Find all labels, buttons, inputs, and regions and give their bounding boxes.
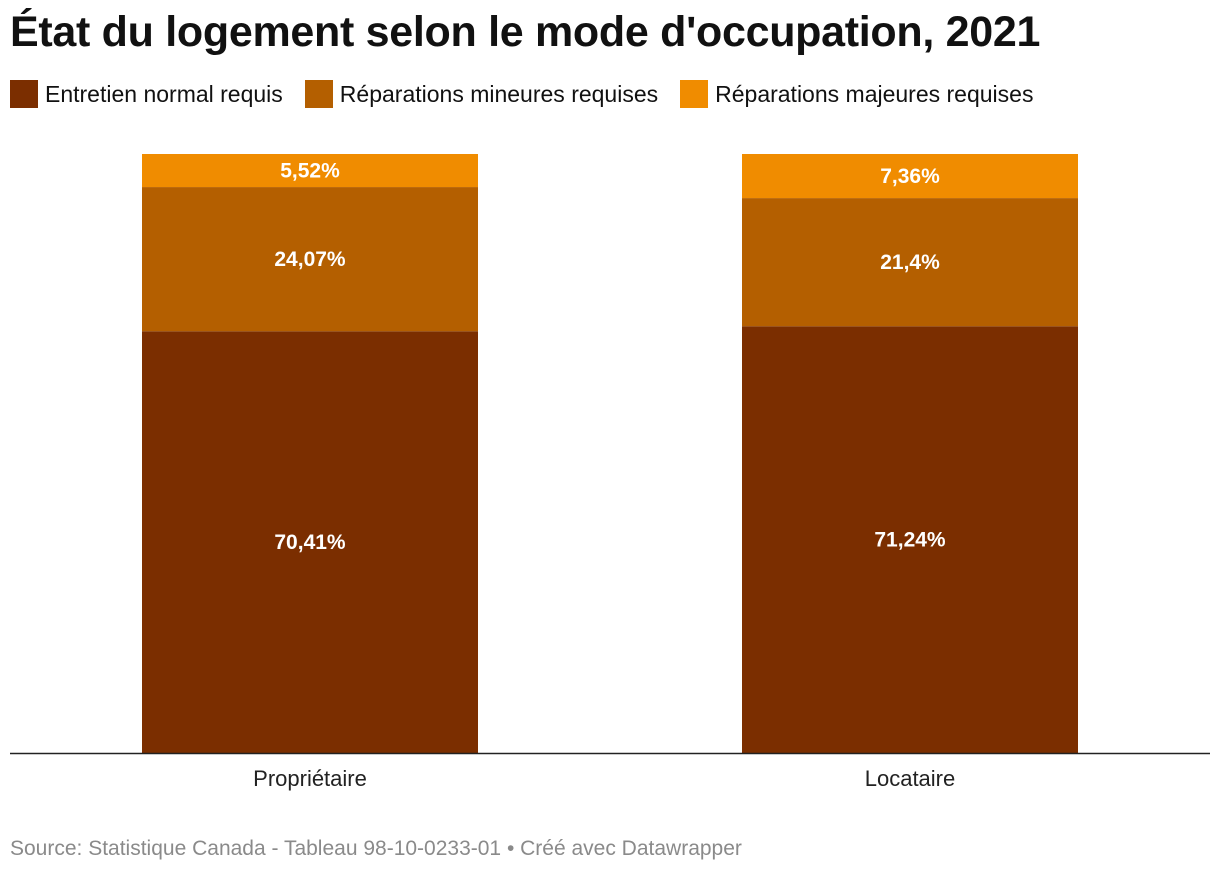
bar-segment-1-1	[742, 198, 1078, 327]
legend-label-entretien-normal: Entretien normal requis	[45, 80, 283, 107]
chart-title: État du logement selon le mode d'occupat…	[10, 8, 1041, 56]
bar-segment-1-0	[742, 326, 1078, 753]
data-label-1-2: 7,36%	[880, 165, 940, 188]
legend-item-entretien-normal: Entretien normal requis	[10, 80, 283, 108]
bar-segment-0-1	[142, 187, 478, 332]
legend-label-reparations-majeures: Réparations majeures requises	[715, 80, 1034, 107]
legend-label-reparations-mineures: Réparations mineures requises	[339, 80, 659, 107]
legend-swatch-entretien-normal	[10, 80, 38, 108]
bar-segment-0-2	[142, 154, 478, 188]
data-label-1-1: 21,4%	[880, 251, 940, 274]
data-label-0-2: 5,52%	[280, 160, 340, 183]
legend-swatch-reparations-mineures	[304, 80, 333, 108]
stacked-bar-chart: 70,41% 24,07% 5,52% Propriétaire 71,24% 21,4%…	[10, 154, 1210, 791]
bar-segment-1-2	[742, 154, 1078, 199]
category-label-1: Locataire	[865, 766, 956, 791]
data-label-0-0: 70,41%	[274, 531, 346, 554]
source-note: Source: Statistique Canada - Tableau 98-…	[10, 837, 742, 860]
legend-item-reparations-mineures: Réparations mineures requises	[304, 80, 659, 108]
legend: Entretien normal requis Réparations mine…	[10, 80, 1055, 108]
legend-item-reparations-majeures: Réparations majeures requises	[680, 80, 1033, 108]
bar-segment-0-0	[142, 331, 478, 753]
category-label-0: Propriétaire	[253, 766, 367, 791]
data-label-1-0: 71,24%	[874, 529, 946, 552]
data-label-0-1: 24,07%	[274, 248, 346, 271]
legend-swatch-reparations-majeures	[680, 80, 709, 108]
